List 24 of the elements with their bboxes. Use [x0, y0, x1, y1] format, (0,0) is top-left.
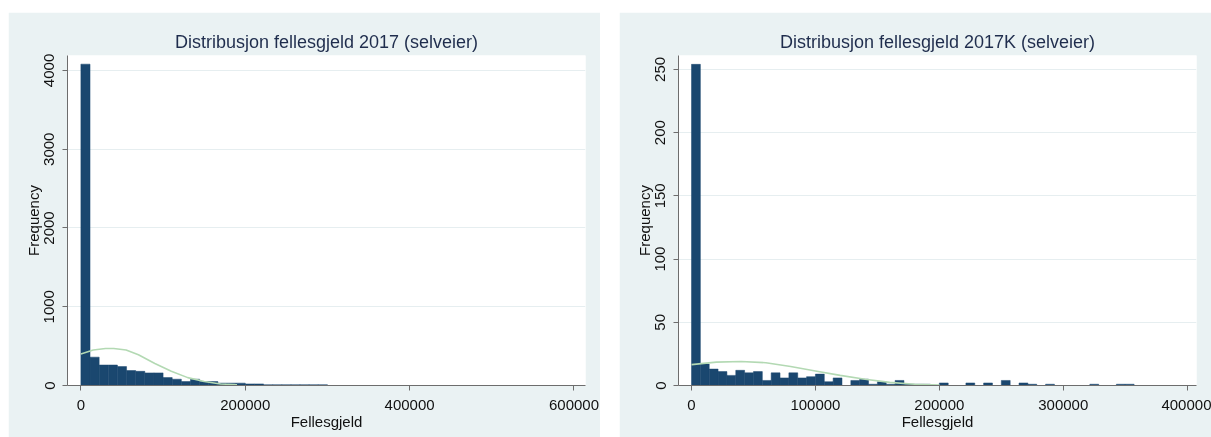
x-axis-title: Fellesgjeld — [290, 412, 363, 430]
y-axis-title: Frequency — [24, 184, 42, 256]
chart-title: Distribusjon fellesgjeld 2017 (selveier) — [174, 31, 479, 52]
x-tick-label: 400000 — [1161, 395, 1211, 413]
x-tick-label: 600000 — [548, 395, 600, 413]
y-axis-title: Frequency — [635, 184, 653, 256]
x-tick-label: 100000 — [790, 395, 841, 413]
y-tick-label: 3000 — [40, 132, 58, 166]
x-tick-label: 200000 — [220, 395, 271, 413]
x-tick-label: 0 — [76, 395, 86, 413]
y-tick-label: 0 — [651, 381, 669, 390]
x-axis-title: Fellesgjeld — [901, 412, 974, 430]
y-tick-label: 100 — [651, 246, 669, 272]
y-tick-label: 200 — [651, 120, 669, 146]
x-tick-label: 300000 — [1038, 395, 1089, 413]
x-tick-label: 200000 — [914, 395, 965, 413]
y-tick-label: 1000 — [40, 290, 58, 324]
y-tick-label: 250 — [651, 56, 669, 82]
y-tick-label: 50 — [651, 313, 669, 331]
chart-title: Distribusjon fellesgjeld 2017K (selveier) — [779, 31, 1096, 52]
y-tick-label: 4000 — [40, 53, 58, 88]
x-tick-label: 400000 — [384, 395, 435, 413]
y-tick-label: 0 — [40, 381, 58, 390]
x-tick-label: 0 — [687, 395, 696, 413]
